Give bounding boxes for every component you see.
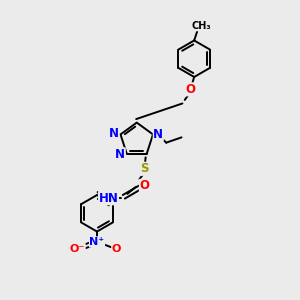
Text: O: O [186, 83, 196, 96]
Text: N⁺: N⁺ [89, 237, 105, 247]
Text: N: N [153, 128, 163, 141]
Text: O: O [140, 179, 149, 192]
Text: HN: HN [99, 192, 118, 205]
Text: O⁻: O⁻ [70, 244, 85, 254]
Text: CH₃: CH₃ [192, 21, 211, 31]
Text: N: N [109, 127, 119, 140]
Text: S: S [140, 162, 149, 175]
Text: N: N [115, 148, 125, 161]
Text: O: O [112, 244, 121, 254]
